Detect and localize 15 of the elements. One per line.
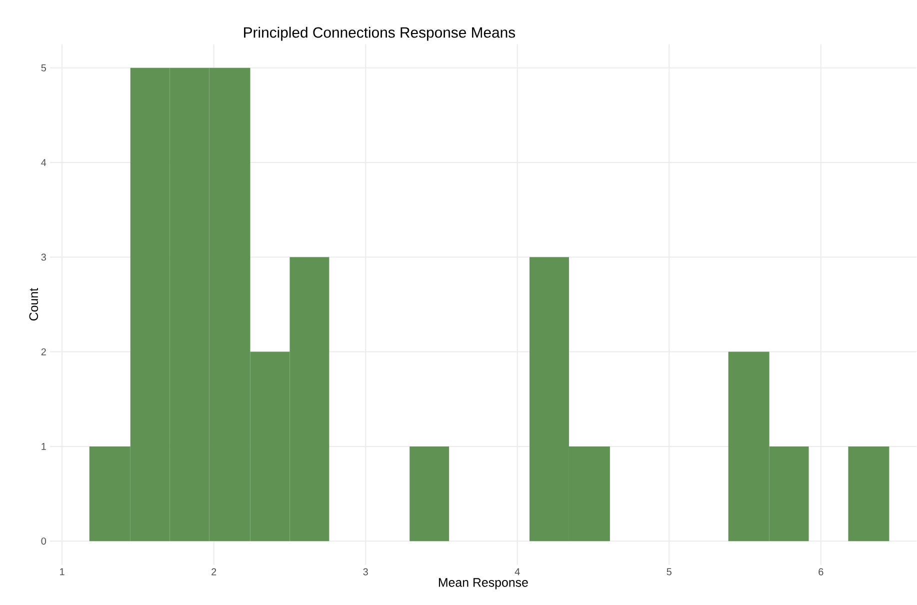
chart-title: Principled Connections Response Means [244, 26, 516, 41]
y-axis-title: Count [29, 288, 38, 320]
y-tick-label: 0 [41, 538, 46, 545]
x-tick-label: 6 [818, 568, 824, 576]
y-tick-label: 4 [41, 159, 46, 166]
x-tick-label: 5 [666, 568, 672, 576]
x-tick-label: 2 [212, 568, 216, 576]
y-tick-label: 3 [41, 254, 46, 261]
x-axis-title: Mean Response [438, 578, 528, 590]
y-tick-label: 5 [41, 64, 46, 72]
x-tick-label: 4 [514, 568, 520, 576]
x-tick-label: 3 [363, 568, 368, 576]
y-tick-label: 1 [42, 443, 46, 450]
y-tick-label: 2 [41, 348, 46, 356]
x-tick-label: 1 [60, 568, 64, 576]
